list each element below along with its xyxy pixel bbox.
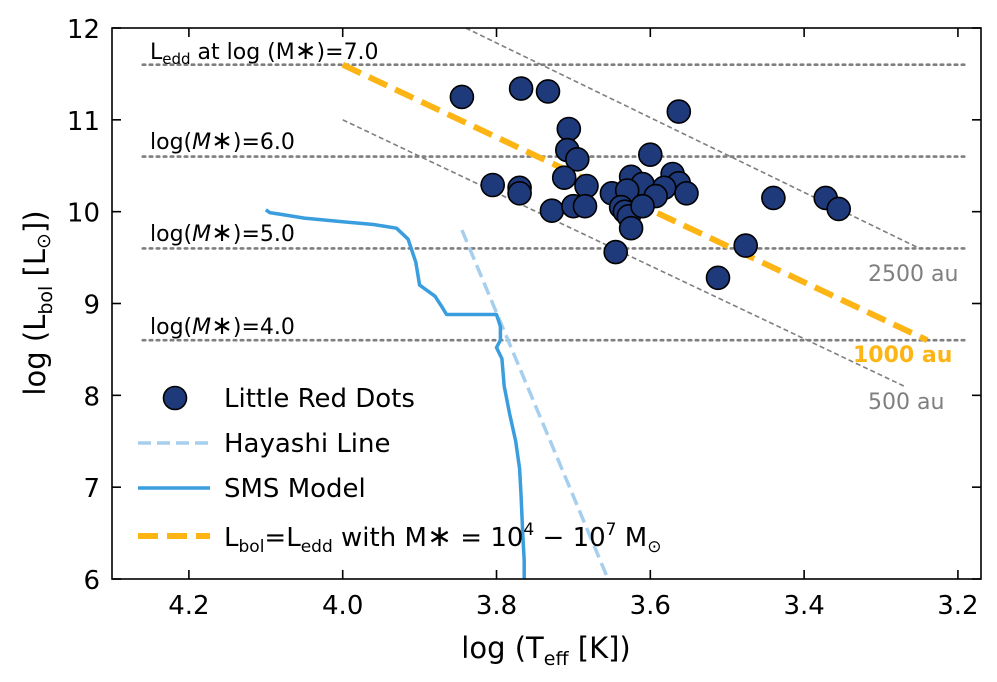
level-label-4: log(M∗)=4.0 bbox=[150, 311, 295, 341]
y-tick-label-0: 6 bbox=[83, 566, 100, 596]
hayashi-line bbox=[460, 229, 610, 579]
sms-model-line bbox=[264, 208, 526, 579]
x-tick-label-4: 3.4 bbox=[783, 591, 824, 621]
little-red-dot-31 bbox=[618, 215, 644, 241]
label-1000-au: 1000 au bbox=[853, 343, 952, 368]
radius-line-2500-au bbox=[465, 28, 920, 250]
little-red-dot-27 bbox=[572, 193, 598, 219]
little-red-dot-32 bbox=[630, 193, 655, 219]
little-red-dot-14 bbox=[480, 172, 506, 198]
little-red-dot-7 bbox=[637, 142, 663, 167]
label-2500-au: 2500 au bbox=[868, 262, 958, 287]
little-red-dot-2 bbox=[535, 79, 561, 104]
y-tick-label-5: 11 bbox=[67, 107, 100, 137]
little-red-dot-6 bbox=[564, 147, 590, 172]
little-red-dot-25 bbox=[539, 198, 565, 223]
x-tick-label-3: 3.6 bbox=[630, 591, 671, 621]
legend-label-dots: Little Red Dots bbox=[224, 384, 415, 414]
y-tick-label-2: 8 bbox=[83, 382, 100, 412]
legend: Little Red Dots Hayashi Line SMS Model L… bbox=[138, 384, 661, 557]
axis-ticks: 4.2 4.0 3.8 3.6 3.4 3.2 6 7 8 9 10 11 12 bbox=[67, 15, 981, 621]
little-red-dots-points bbox=[449, 76, 852, 291]
little-red-dot-24 bbox=[826, 196, 852, 222]
little-red-dot-8 bbox=[551, 165, 577, 190]
y-tick-label-3: 9 bbox=[83, 291, 100, 321]
little-red-dot-35 bbox=[705, 265, 731, 291]
y-tick-label-4: 10 bbox=[67, 199, 100, 229]
legend-marker-dots bbox=[162, 385, 188, 411]
legend-label-sms: SMS Model bbox=[224, 474, 366, 504]
legend-label-hayashi: Hayashi Line bbox=[224, 429, 391, 459]
x-tick-label-5: 3.2 bbox=[937, 591, 978, 621]
little-red-dot-3 bbox=[666, 99, 692, 124]
y-tick-label-1: 7 bbox=[83, 474, 100, 504]
little-red-dot-4 bbox=[556, 116, 582, 142]
level-label-5: log(M∗)=5.0 bbox=[150, 218, 295, 248]
legend-label-eddington: Lbol=Ledd with M∗ = 104 − 107 M⊙ bbox=[224, 519, 661, 557]
y-tick-label-6: 12 bbox=[67, 15, 100, 45]
x-tick-label-1: 4.0 bbox=[322, 591, 363, 621]
label-500-au: 500 au bbox=[868, 390, 944, 415]
eddington-level-lines bbox=[141, 63, 967, 342]
little-red-dot-34 bbox=[733, 233, 759, 258]
x-tick-label-0: 4.2 bbox=[168, 591, 209, 621]
little-red-dot-16 bbox=[507, 181, 532, 206]
little-red-dot-1 bbox=[508, 76, 534, 101]
x-tick-label-2: 3.8 bbox=[476, 591, 517, 621]
level-label-6: log(M∗)=6.0 bbox=[150, 126, 295, 156]
little-red-dot-22 bbox=[761, 185, 786, 211]
little-red-dot-21 bbox=[674, 181, 699, 206]
level-label-7: Ledd at log (M∗)=7.0 bbox=[150, 36, 379, 68]
little-red-dot-0 bbox=[449, 84, 475, 110]
y-axis-title: log (Lbol [L⊙]) bbox=[18, 210, 57, 395]
little-red-dot-33 bbox=[603, 239, 629, 265]
x-axis-title: log (Teff [K]) bbox=[461, 631, 630, 670]
